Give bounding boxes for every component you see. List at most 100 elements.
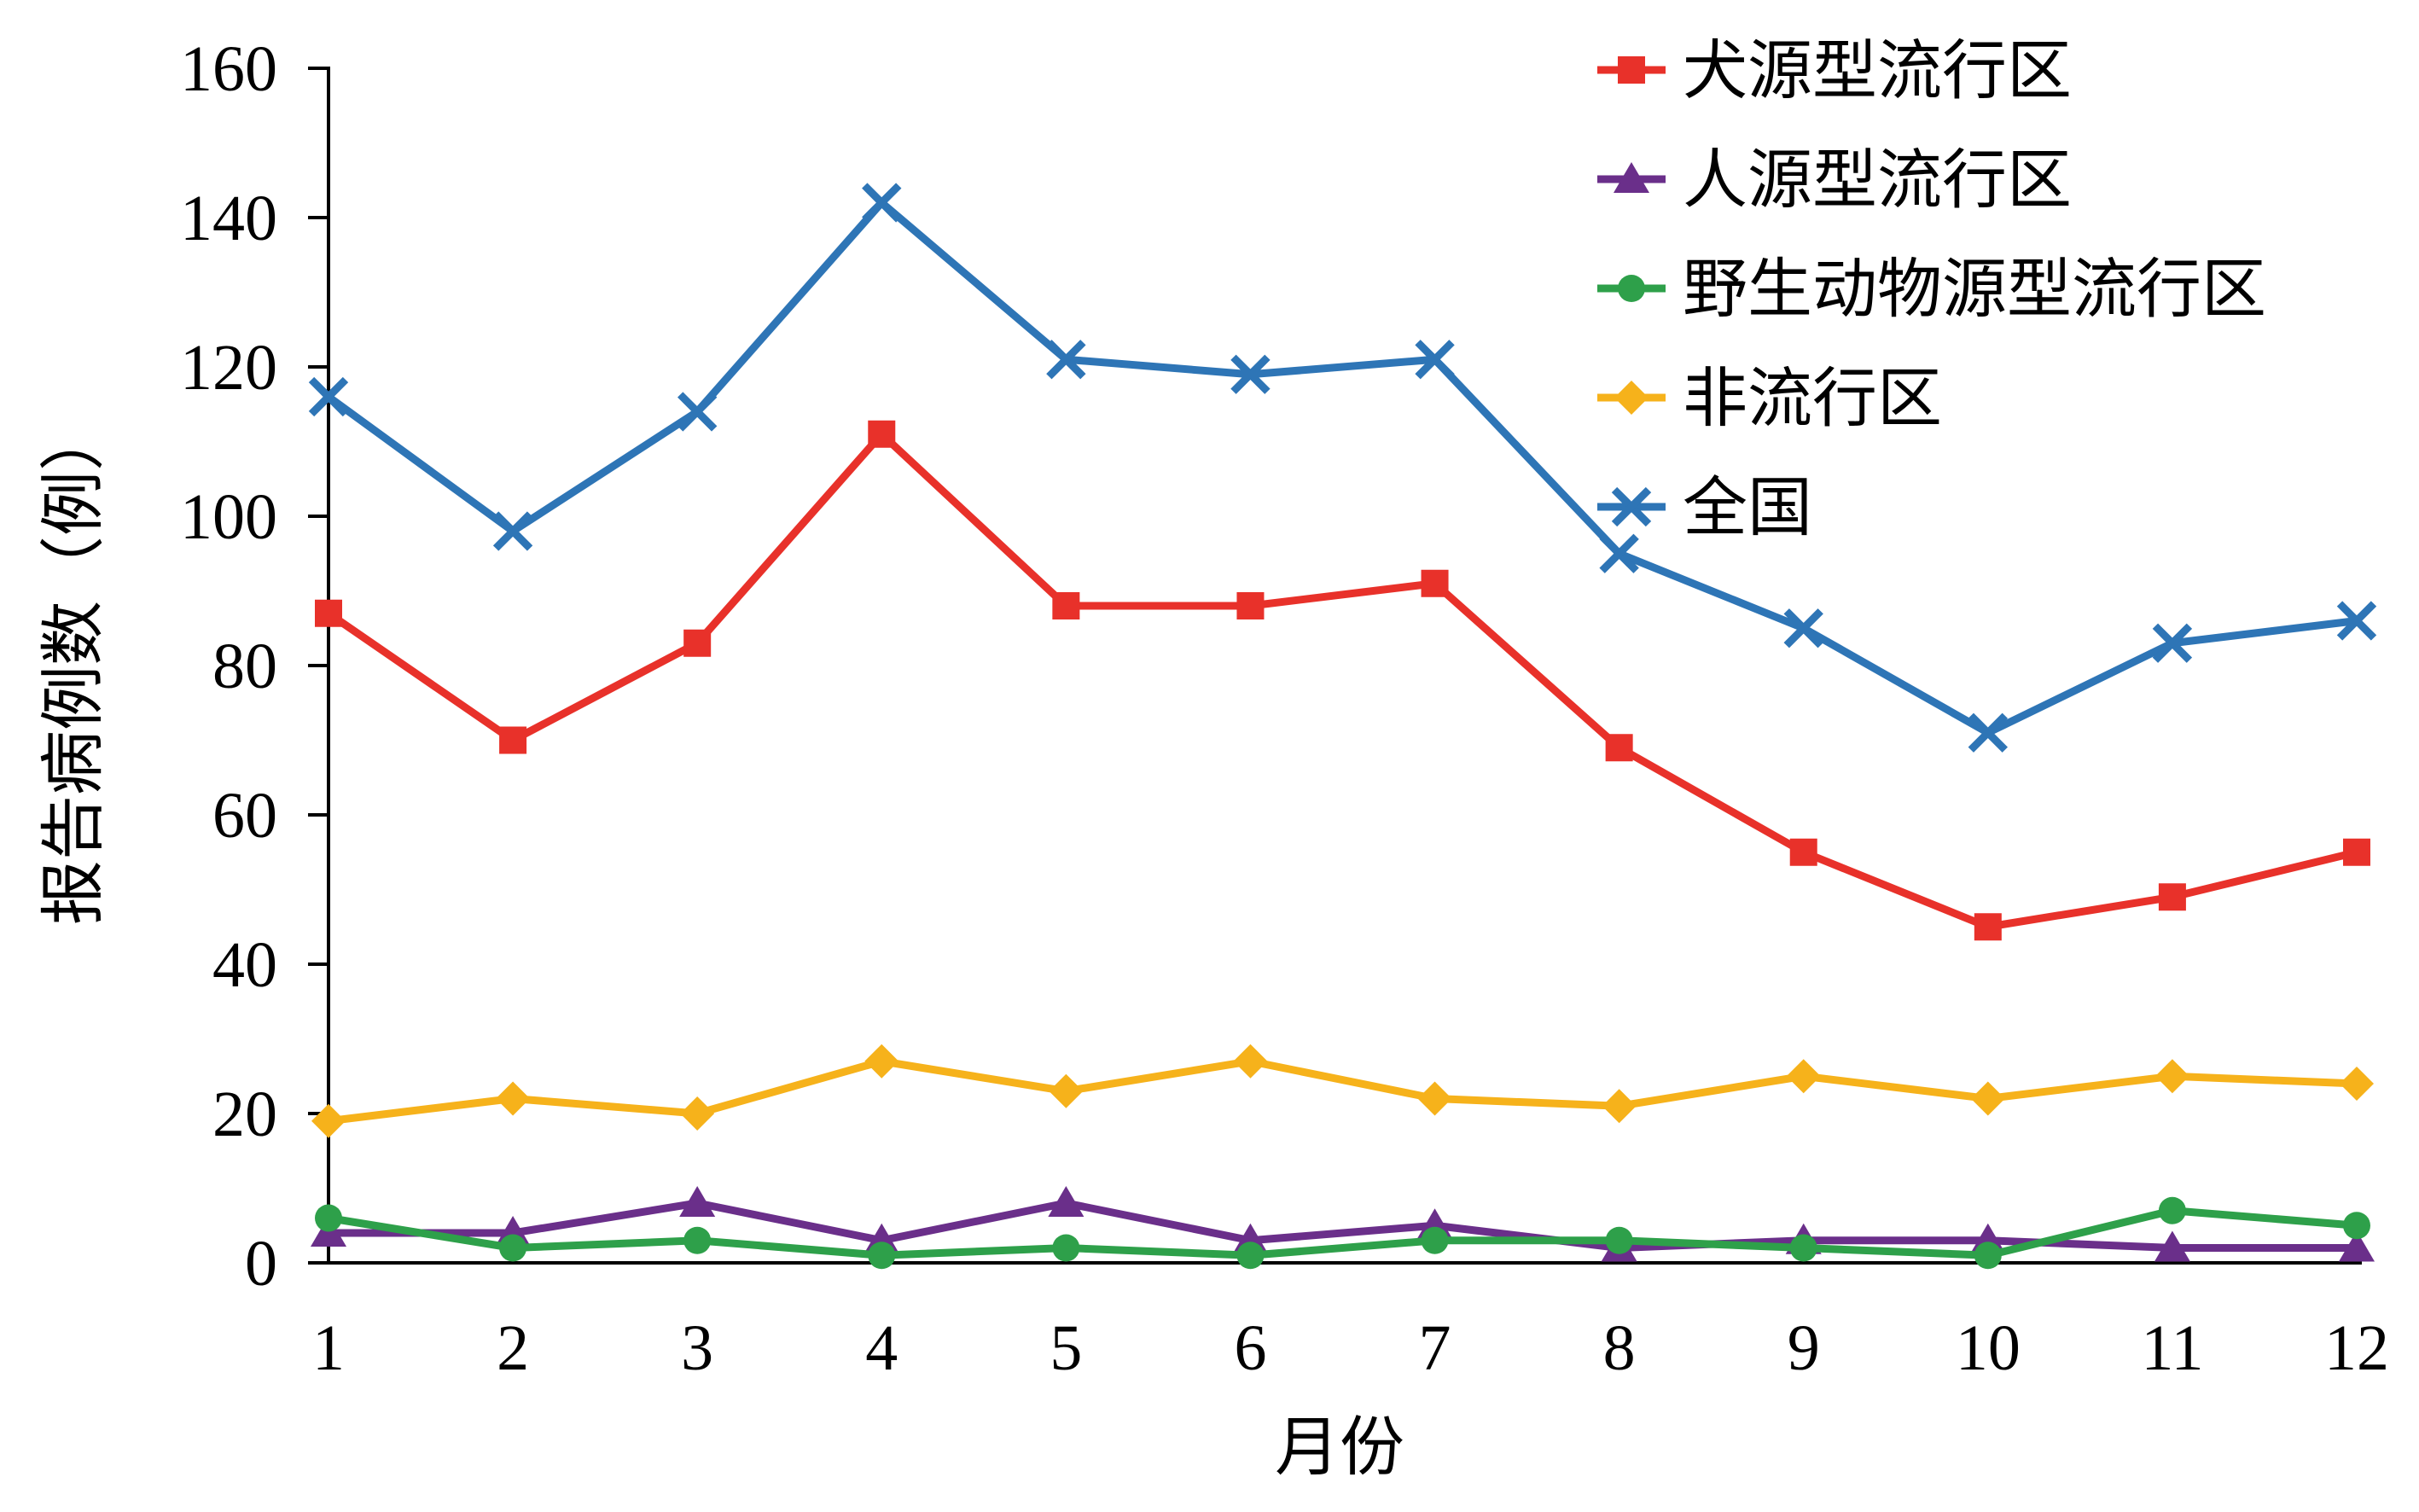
y-tick-label: 60 [212, 780, 277, 852]
x-tick-label: 6 [1234, 1312, 1266, 1384]
data-point [2158, 1196, 2186, 1224]
data-point [677, 392, 718, 432]
x-axis-title: 月份 [1275, 1409, 1404, 1485]
legend-marker [1618, 56, 1645, 84]
data-point [864, 1044, 899, 1079]
data-point [1236, 592, 1265, 619]
series-line [326, 430, 2358, 931]
data-point [868, 1242, 896, 1270]
series-line [328, 1207, 2358, 1259]
legend-marker [1614, 162, 1649, 193]
data-point [1602, 1089, 1637, 1124]
x-tick-label: 4 [865, 1312, 898, 1384]
legend-item: 非流行区 [1597, 360, 1942, 436]
data-point [1974, 913, 2002, 941]
data-point [499, 726, 527, 754]
y-tick-label: 40 [212, 929, 277, 1001]
x-tick-label: 10 [1956, 1312, 2021, 1384]
series-layer [308, 183, 2377, 1270]
data-point [1605, 734, 1633, 762]
data-point [1236, 1242, 1265, 1270]
data-point [311, 1103, 346, 1138]
x-tick-label: 1 [312, 1312, 345, 1384]
y-axis-title: 报告病例数（例） [35, 406, 111, 925]
data-point [1974, 1242, 2002, 1270]
data-point [1230, 354, 1271, 394]
legend-label: 野生动物源型流行区 [1683, 251, 2266, 327]
x-tick-label: 9 [1788, 1312, 1820, 1384]
data-point [499, 1234, 527, 1262]
y-tick-label: 80 [212, 631, 277, 702]
data-point [1789, 1234, 1817, 1262]
legend-marker [1618, 275, 1645, 302]
data-point [683, 1226, 712, 1254]
y-tick-label: 0 [245, 1228, 277, 1300]
y-tick-label: 20 [212, 1079, 277, 1150]
series-5 [308, 183, 2377, 753]
data-point [2340, 1067, 2374, 1101]
data-point [2336, 601, 2377, 641]
data-point [2152, 623, 2193, 663]
legend-marker [1614, 381, 1649, 415]
data-point [1048, 1186, 1084, 1217]
data-point [1049, 1073, 1084, 1108]
y-tick-label: 160 [180, 33, 277, 105]
data-point [1421, 569, 1449, 597]
y-tick-label: 140 [180, 183, 277, 254]
data-point [308, 376, 349, 417]
data-point [679, 1186, 716, 1217]
x-axis-ticks: 1 2 3 4 5 6 7 8 9 10 11 12 [312, 1312, 2389, 1384]
legend-item: 野生动物源型流行区 [1597, 251, 2266, 327]
data-point [492, 511, 533, 551]
data-point [2343, 1212, 2370, 1240]
data-point [2154, 1230, 2190, 1262]
x-tick-label: 11 [2141, 1312, 2203, 1384]
series-4 [311, 1044, 2374, 1138]
data-point [1968, 712, 2009, 753]
data-point [1599, 533, 1639, 573]
x-tick-label: 2 [497, 1312, 529, 1384]
legend-label: 非流行区 [1683, 360, 1942, 436]
series-line [329, 1199, 2357, 1252]
legend-label: 人源型流行区 [1683, 142, 2072, 218]
data-point [1233, 1044, 1268, 1079]
y-tick-label: 120 [180, 332, 277, 404]
y-axis-ticks: 0 20 40 60 80 100 120 140 160 [180, 33, 329, 1300]
legend-marker [1611, 486, 1652, 527]
legend-label: 全国 [1683, 469, 1812, 545]
data-point [1052, 592, 1080, 619]
x-tick-label: 12 [2324, 1312, 2389, 1384]
data-point [1052, 1234, 1080, 1262]
data-point [2343, 838, 2370, 866]
data-point [2339, 1230, 2375, 1262]
legend-item: 犬源型流行区 [1597, 32, 2072, 108]
legend-item: 人源型流行区 [1597, 142, 2072, 218]
x-tick-label: 8 [1603, 1312, 1636, 1384]
data-point [1789, 838, 1817, 866]
data-point [315, 1204, 342, 1232]
series-line [326, 199, 2358, 737]
series-1 [315, 420, 2370, 941]
data-point [2154, 1059, 2189, 1094]
legend-label: 犬源型流行区 [1683, 32, 2072, 108]
data-point [1783, 608, 1823, 648]
x-tick-label: 3 [681, 1312, 713, 1384]
data-point [680, 1096, 715, 1131]
data-point [1786, 1059, 1821, 1094]
data-point [862, 183, 902, 223]
data-point [1415, 340, 1455, 380]
data-point [2158, 883, 2186, 911]
data-point [683, 629, 712, 657]
x-tick-label: 5 [1050, 1312, 1082, 1384]
data-point [315, 599, 342, 627]
data-point [496, 1081, 531, 1116]
data-point [868, 420, 896, 448]
data-point [1421, 1226, 1449, 1254]
legend-item: 全国 [1597, 469, 1812, 545]
data-point [1046, 340, 1086, 380]
data-point [1605, 1226, 1633, 1254]
data-point [1970, 1081, 2005, 1116]
series-line [328, 1057, 2358, 1125]
